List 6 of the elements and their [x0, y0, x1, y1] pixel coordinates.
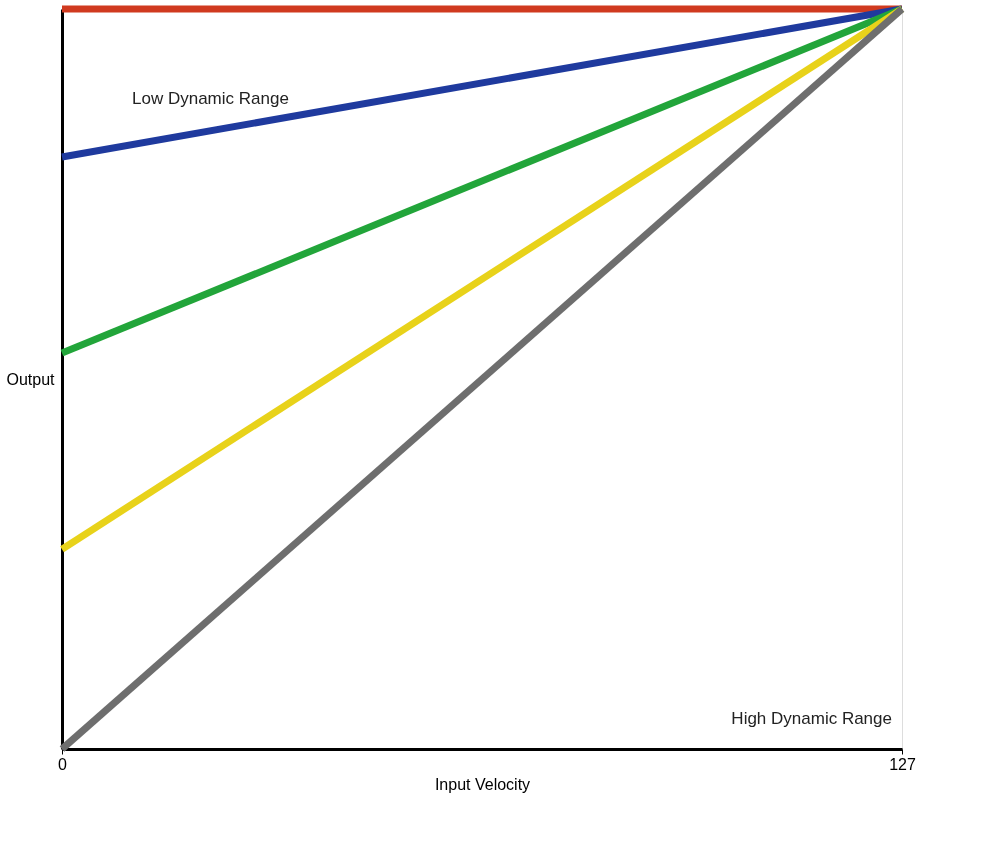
y-axis-title: Output — [6, 370, 56, 388]
x-tick-label: 127 — [889, 755, 916, 773]
annotation: Low Dynamic Range — [132, 89, 289, 108]
x-axis-title: Input Velocity — [434, 775, 531, 793]
annotation: High Dynamic Range — [731, 709, 892, 728]
x-tick-label: 0 — [58, 755, 68, 773]
